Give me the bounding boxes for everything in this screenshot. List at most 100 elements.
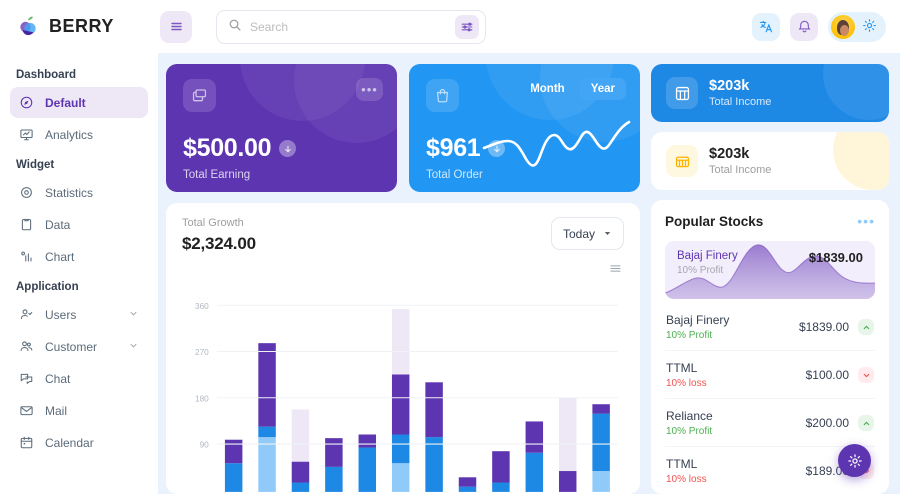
sidebar-item-chart[interactable]: Chart <box>10 241 148 272</box>
data-clipboard-icon <box>19 217 34 232</box>
sidebar-item-users[interactable]: Users <box>10 299 148 330</box>
sidebar-item-mail[interactable]: Mail <box>10 395 148 426</box>
stock-price: $189.00 <box>805 464 849 478</box>
bar-segment <box>391 309 410 375</box>
stock-row[interactable]: Reliance 10% Profit $200.00 <box>665 399 875 447</box>
bar-segment <box>291 482 310 492</box>
chevron-down-icon[interactable] <box>128 308 139 322</box>
sidebar-group-dashboard: Dashboard Default <box>10 61 148 150</box>
order-amount: $961 <box>426 134 481 162</box>
bar-segment <box>558 397 577 472</box>
sidebar-item-default[interactable]: Default <box>10 87 148 118</box>
app-header: BERRY <box>0 0 900 53</box>
sidebar-group-application: Application Users <box>10 273 148 458</box>
stock-row[interactable]: TTML 10% loss $100.00 <box>665 351 875 399</box>
growth-period-value: Today <box>562 226 595 241</box>
total-earning-card[interactable]: ••• $500.00 Total Earning <box>166 64 397 192</box>
stock-change: 10% Profit <box>666 426 713 437</box>
total-income-card-white[interactable]: $203k Total Income <box>651 132 889 190</box>
sidebar-item-label: Analytics <box>45 127 94 142</box>
chevron-up-icon <box>858 415 874 431</box>
earning-label: Total Earning <box>183 169 251 181</box>
stock-row[interactable]: Bajaj Finery 10% Profit $1839.00 <box>665 303 875 351</box>
stock-name: TTML <box>666 361 698 375</box>
toggle-year[interactable]: Year <box>579 78 626 100</box>
sidebar-section-title: Application <box>16 281 79 293</box>
chart-menu-icon[interactable] <box>609 262 622 278</box>
chevron-down-icon[interactable] <box>128 340 139 354</box>
chevron-up-icon <box>858 319 874 335</box>
bar-segment <box>425 437 443 492</box>
settings-fab-button[interactable] <box>838 444 871 477</box>
growth-header: Total Growth $2,324.00 Today <box>182 217 624 254</box>
growth-label: Total Growth <box>182 217 244 229</box>
search-bar[interactable] <box>216 9 486 44</box>
bar-segment <box>458 486 477 492</box>
bar-segment <box>325 438 343 467</box>
search-input[interactable] <box>250 19 455 34</box>
growth-period-select[interactable]: Today <box>550 217 624 250</box>
card-menu-button[interactable]: ••• <box>356 78 383 101</box>
sidebar-item-data[interactable]: Data <box>10 209 148 240</box>
bar-segment <box>458 477 477 487</box>
svg-text:180: 180 <box>195 394 209 403</box>
total-income-card-blue[interactable]: $203k Total Income <box>651 64 889 122</box>
bar-segment <box>291 409 310 462</box>
bar-segment <box>425 382 443 438</box>
sidebar-item-label: Chat <box>45 371 71 386</box>
users-icon <box>19 307 34 322</box>
stock-text: TTML 10% loss <box>666 361 707 389</box>
search-icon <box>228 18 242 35</box>
sidebar-item-label: Statistics <box>45 185 94 200</box>
user-avatar <box>831 14 855 39</box>
bar-segment <box>492 482 510 492</box>
bar-segment <box>592 413 610 472</box>
bell-notification-icon[interactable] <box>790 12 818 41</box>
stock-text: Bajaj Finery 10% Profit <box>666 313 729 341</box>
earning-amount-row: $500.00 <box>183 134 380 163</box>
chat-icon <box>19 371 34 386</box>
svg-text:360: 360 <box>195 302 209 311</box>
wallet-card-icon <box>183 79 216 112</box>
featured-stock-card[interactable]: Bajaj Finery 10% Profit $1839.00 <box>665 241 875 299</box>
sidebar-item-customer[interactable]: Customer <box>10 331 148 362</box>
bar-segment <box>258 426 276 438</box>
sidebar-item-label: Data <box>45 217 71 232</box>
toggle-month[interactable]: Month <box>530 83 565 95</box>
profile-menu[interactable] <box>828 11 886 42</box>
sidebar-item-statistics[interactable]: Statistics <box>10 177 148 208</box>
sidebar-item-label: Chart <box>45 249 75 264</box>
bar-segment <box>258 343 276 427</box>
total-order-card[interactable]: Month Year $961 <box>409 64 640 192</box>
earning-amount: $500.00 <box>183 134 272 162</box>
bar-segment <box>291 461 310 483</box>
decoration-circle <box>833 132 889 190</box>
bar-segment <box>592 471 610 492</box>
main-content: ••• $500.00 Total Earning <box>158 53 900 494</box>
sidebar-item-analytics[interactable]: Analytics <box>10 119 148 150</box>
bar-segment <box>224 463 243 492</box>
sidebar-item-label: Mail <box>45 403 68 418</box>
stock-name: Reliance <box>666 409 713 423</box>
order-label: Total Order <box>426 169 483 181</box>
bar-segment <box>224 439 243 464</box>
hamburger-menu-icon[interactable] <box>160 10 192 43</box>
sidebar-item-chat[interactable]: Chat <box>10 363 148 394</box>
income-amount: $203k <box>709 78 750 94</box>
customer-icon <box>19 339 34 354</box>
stock-text: Reliance 10% Profit <box>666 409 713 437</box>
filter-sliders-icon[interactable] <box>455 14 479 39</box>
store-icon <box>666 77 698 109</box>
sidebar-item-calendar[interactable]: Calendar <box>10 427 148 458</box>
bar-segment <box>525 452 544 492</box>
chevron-down-icon <box>603 227 612 241</box>
analytics-icon <box>19 127 34 142</box>
translate-icon[interactable] <box>752 12 780 41</box>
stock-name: TTML <box>666 457 698 471</box>
stocks-menu-button[interactable]: ••• <box>857 213 875 229</box>
bar-segment <box>558 471 577 492</box>
growth-bar-chart[interactable]: 90 180 270 360 <box>182 280 624 494</box>
brand[interactable]: BERRY <box>16 15 156 39</box>
gear-icon[interactable] <box>862 18 877 36</box>
stocks-header: Popular Stocks ••• <box>665 213 875 229</box>
